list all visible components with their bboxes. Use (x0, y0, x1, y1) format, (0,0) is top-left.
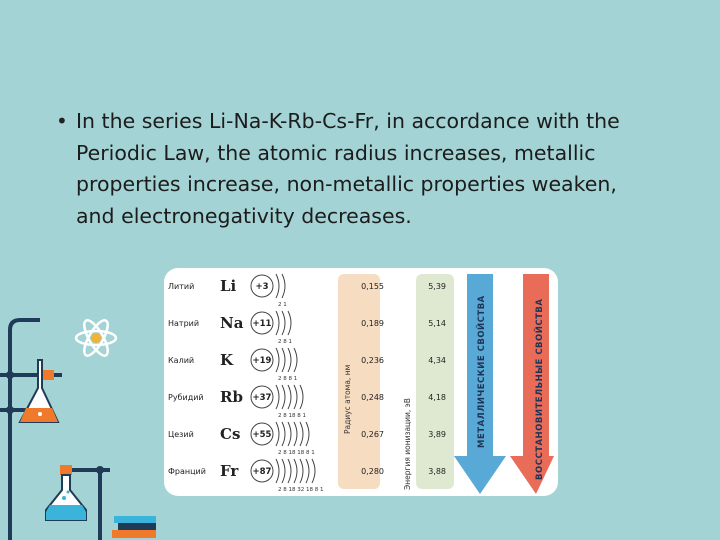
books-icon (112, 516, 156, 538)
electron-shell-arc (305, 458, 310, 484)
electron-shell-arc (287, 384, 292, 410)
electron-shell-arc (281, 347, 286, 373)
atomic-radius-value: 0,280 (361, 467, 384, 476)
reducing-properties-label: ВОССТАНОВИТЕЛЬНЫЕ СВОЙСТВА (533, 299, 545, 480)
element-row: Калий K +19 2 8 8 1 0,236 4,34 (168, 347, 446, 382)
alkali-metals-figure: Радиус атома, нм Энергия ионизации, эВ М… (164, 268, 558, 496)
element-name: Франций (168, 467, 206, 476)
element-symbol: Cs (220, 425, 240, 443)
alkali-metals-diagram: Радиус атома, нм Энергия ионизации, эВ М… (168, 273, 554, 494)
lab-stand-icon (0, 318, 110, 540)
atomic-radius-value: 0,155 (361, 282, 384, 291)
nuclear-charge: +3 (255, 282, 268, 292)
beaker-icon (45, 474, 87, 521)
electron-shell-arc (275, 347, 280, 373)
electron-shell-arc (281, 421, 286, 447)
electron-shell-arc (287, 458, 292, 484)
element-symbol: Li (220, 277, 237, 295)
nucleus-circle (250, 459, 274, 483)
electron-shell-arc (293, 458, 298, 484)
element-name: Цезий (168, 430, 194, 439)
reducing-properties-arrow (510, 274, 554, 494)
electron-shell-arc (281, 273, 286, 299)
electron-shell-arc (305, 421, 310, 447)
ionization-axis-label: Энергия ионизации, эВ (403, 398, 412, 490)
nucleus-circle (250, 348, 274, 372)
shell-electrons: 2 8 18 8 1 (278, 413, 306, 419)
atomic-radius-value: 0,248 (361, 393, 384, 402)
nuclear-charge: +37 (253, 393, 272, 403)
radius-column-bg (338, 274, 380, 489)
atomic-radius-value: 0,267 (361, 430, 384, 439)
element-row: Франций Fr +87 2 8 18 32 18 8 1 0,280 3,88 (168, 458, 446, 493)
electron-shell-arc (287, 347, 292, 373)
bullet-point: • In the series Li-Na-K-Rb-Cs-Fr, in acc… (56, 106, 656, 232)
nuclear-charge: +11 (253, 319, 272, 329)
nuclear-charge: +87 (253, 467, 272, 477)
nuclear-charge: +55 (253, 430, 272, 440)
nucleus-circle (250, 422, 274, 446)
element-symbol: Rb (220, 388, 243, 406)
electron-shell-arc (299, 458, 304, 484)
element-row: Натрий Na +11 2 8 1 0,189 5,14 (168, 310, 446, 345)
electron-shell-arc (293, 384, 298, 410)
metallic-properties-label: МЕТАЛЛИЧЕСКИЕ СВОЙСТВА (475, 295, 487, 448)
radius-axis-label: Радиус атома, нм (343, 365, 352, 434)
shell-electrons: 2 8 1 (278, 339, 292, 345)
electron-shell-arc (275, 310, 280, 336)
electron-shell-arc (281, 458, 286, 484)
atom-icon (74, 319, 118, 357)
electron-shell-arc (293, 347, 298, 373)
electron-shell-arc (287, 310, 292, 336)
shell-electrons: 2 8 8 1 (278, 376, 297, 382)
metallic-properties-arrow (454, 274, 506, 494)
nucleus-circle (250, 385, 274, 409)
electron-shell-arc (299, 421, 304, 447)
electron-shell-arc (287, 421, 292, 447)
ionization-energy-value: 5,39 (428, 282, 446, 291)
element-name: Рубидий (168, 393, 204, 402)
element-row: Рубидий Rb +37 2 8 18 8 1 0,248 4,18 (168, 384, 446, 419)
bullet-text: In the series Li-Na-K-Rb-Cs-Fr, in accor… (76, 109, 620, 228)
electron-shell-arc (275, 421, 280, 447)
atomic-radius-value: 0,236 (361, 356, 384, 365)
element-symbol: K (220, 351, 234, 369)
element-name: Натрий (168, 319, 199, 328)
electron-shell-arc (275, 458, 280, 484)
element-row: Литий Li +3 2 1 0,155 5,39 (168, 273, 446, 308)
ionization-column-bg (416, 274, 454, 489)
electron-shell-arc (281, 384, 286, 410)
ionization-energy-value: 5,14 (428, 319, 446, 328)
electron-shell-arc (299, 384, 304, 410)
element-name: Литий (168, 282, 194, 291)
element-name: Калий (168, 356, 194, 365)
electron-shell-arc (281, 310, 286, 336)
ionization-energy-value: 4,18 (428, 393, 446, 402)
element-symbol: Na (220, 314, 244, 332)
shell-electrons: 2 8 18 18 8 1 (278, 450, 315, 456)
electron-shell-arc (293, 421, 298, 447)
flask-icon (18, 359, 60, 423)
electron-shell-arc (275, 384, 280, 410)
shell-electrons: 2 1 (278, 302, 287, 308)
shell-electrons: 2 8 18 32 18 8 1 (278, 487, 323, 493)
lab-decoration (0, 318, 156, 540)
ionization-energy-value: 4,34 (428, 356, 446, 365)
ionization-energy-value: 3,88 (428, 467, 446, 476)
bullet-marker: • (56, 109, 68, 133)
electron-shell-arc (275, 273, 280, 299)
atomic-radius-value: 0,189 (361, 319, 384, 328)
electron-shell-arc (311, 458, 316, 484)
nucleus-circle (250, 274, 274, 298)
nuclear-charge: +19 (253, 356, 272, 366)
element-row: Цезий Cs +55 2 8 18 18 8 1 0,267 3,89 (168, 421, 446, 456)
ionization-energy-value: 3,89 (428, 430, 446, 439)
nucleus-circle (250, 311, 274, 335)
element-symbol: Fr (220, 462, 239, 480)
